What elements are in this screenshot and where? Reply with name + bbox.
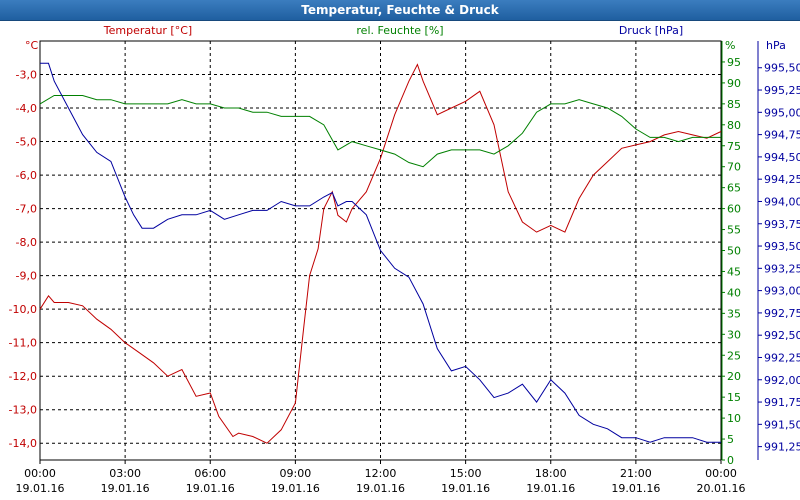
temp-tick-label: -14,0 [9,437,37,450]
hum-tick-label: 70 [727,161,741,174]
x-tick-time: 21:00 [620,467,652,480]
x-tick-date: 19.01.16 [186,482,235,495]
press-tick-label: 994,50 [764,151,800,164]
press-axis-title: Druck [hPa] [619,24,683,37]
temp-tick-label: -12,0 [9,370,37,383]
temp-tick-label: -4,0 [16,102,37,115]
series-line-press [40,62,721,443]
x-tick-date: 19.01.16 [611,482,660,495]
press-tick-label: 993,25 [764,262,800,275]
hum-tick-label: 50 [727,245,741,258]
x-tick-time: 15:00 [450,467,482,480]
chart: °C Temperatur [°C] rel. Feuchte [%] Druck [… [9,24,800,495]
press-tick-label: 992,50 [764,329,800,342]
press-tick-label: 992,75 [764,307,800,320]
hum-tick-label: 75 [727,140,741,153]
x-tick-time: 06:00 [194,467,226,480]
hum-tick-label: 90 [727,77,741,90]
press-tick-label: 991,75 [764,396,800,409]
x-tick-date: 19.01.16 [441,482,490,495]
x-tick-time: 18:00 [535,467,567,480]
press-tick-label: 995,50 [764,62,800,75]
x-tick-date: 19.01.16 [526,482,575,495]
press-tick-label: 993,75 [764,218,800,231]
temp-unit-label: °C [25,39,39,52]
press-tick-label: 991,50 [764,418,800,431]
series-line-hum [39,95,721,168]
hum-tick-label: 5 [727,433,734,446]
x-tick-time: 00:00 [24,467,56,480]
press-tick-label: 993,00 [764,285,800,298]
hum-tick-label: 65 [727,182,741,195]
x-tick-date: 19.01.16 [16,482,65,495]
temp-tick-label: -7,0 [16,203,37,216]
x-tick-time: 09:00 [280,467,312,480]
press-tick-label: 995,25 [764,84,800,97]
press-tick-label: 994,00 [764,195,800,208]
hum-axis-title: rel. Feuchte [%] [356,24,443,37]
series-line-temp [39,63,722,444]
press-tick-label: 994,25 [764,173,800,186]
press-tick-label: 995,00 [764,106,800,119]
temp-tick-label: -3,0 [16,69,37,82]
press-tick-label: 994,75 [764,129,800,142]
temp-tick-label: -6,0 [16,169,37,182]
hum-tick-label: 55 [727,224,741,237]
x-tick-date: 19.01.16 [271,482,320,495]
x-tick-time: 12:00 [365,467,397,480]
hum-tick-label: 10 [727,412,741,425]
hum-tick-label: 25 [727,349,741,362]
hum-unit-label: % [725,39,735,52]
x-tick-date: 20.01.16 [697,482,746,495]
x-tick-date: 19.01.16 [356,482,405,495]
hum-tick-label: 40 [727,286,741,299]
x-tick-time: 03:00 [109,467,141,480]
hum-tick-label: 35 [727,307,741,320]
press-tick-label: 992,25 [764,351,800,364]
hum-tick-label: 0 [727,454,734,467]
temp-tick-label: -11,0 [9,337,37,350]
hum-tick-label: 85 [727,98,741,111]
temp-tick-label: -5,0 [16,136,37,149]
press-tick-label: 991,25 [764,441,800,454]
press-tick-label: 992,00 [764,374,800,387]
hum-tick-label: 30 [727,328,741,341]
hum-tick-label: 45 [727,265,741,278]
temp-axis-title: Temperatur [°C] [103,24,192,37]
temp-tick-label: -9,0 [16,270,37,283]
temp-tick-label: -10,0 [9,303,37,316]
hum-tick-label: 80 [727,119,741,132]
x-tick-date: 19.01.16 [101,482,150,495]
window-title: Temperatur, Feuchte & Druck [0,0,800,21]
x-tick-time: 00:00 [705,467,737,480]
temp-tick-label: -13,0 [9,404,37,417]
temp-tick-label: -8,0 [16,236,37,249]
press-unit-label: hPa [766,39,786,52]
hum-tick-label: 15 [727,391,741,404]
press-tick-label: 993,50 [764,240,800,253]
hum-tick-label: 60 [727,203,741,216]
hum-tick-label: 95 [727,56,741,69]
hum-tick-label: 20 [727,370,741,383]
